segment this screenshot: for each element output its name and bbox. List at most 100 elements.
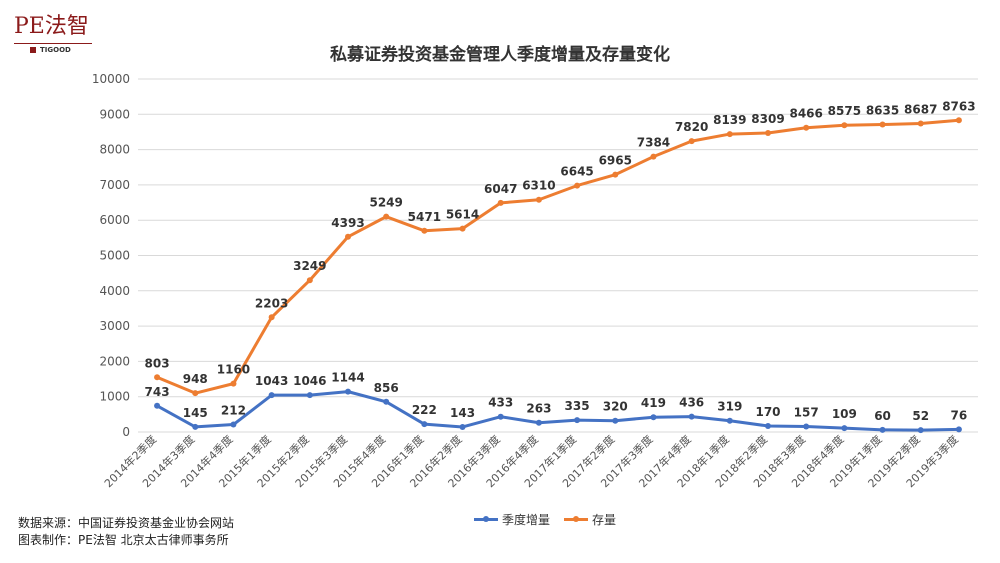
- y-tick-label: 5000: [99, 249, 130, 263]
- data-point: [383, 213, 390, 220]
- data-point: [650, 414, 657, 421]
- data-point: [268, 314, 275, 321]
- data-label: 419: [641, 396, 666, 410]
- logo-divider: [14, 43, 92, 44]
- chart-legend: 季度增量 存量: [474, 511, 616, 528]
- data-label: 52: [912, 409, 929, 423]
- data-label: 6965: [599, 154, 632, 168]
- data-point: [535, 196, 542, 203]
- data-label: 8309: [751, 112, 784, 126]
- data-label: 1160: [217, 363, 250, 377]
- y-tick-label: 10000: [92, 72, 130, 86]
- data-label: 5614: [446, 208, 479, 222]
- data-point: [192, 390, 199, 397]
- data-label: 3249: [293, 259, 326, 273]
- data-label: 212: [221, 404, 246, 418]
- data-label: 143: [450, 406, 475, 420]
- data-point: [765, 130, 771, 137]
- data-point: [879, 121, 886, 128]
- data-label: 263: [526, 402, 551, 416]
- y-tick-label: 9000: [99, 107, 130, 121]
- data-label: 1043: [255, 374, 288, 388]
- data-label: 222: [412, 403, 437, 417]
- logo-subtext: TIGOOD: [40, 46, 71, 54]
- data-point: [383, 398, 390, 405]
- data-label: 157: [794, 405, 819, 419]
- legend-item-increment: 季度增量: [474, 511, 550, 528]
- data-point: [497, 413, 504, 420]
- data-label: 5471: [408, 210, 441, 224]
- data-label: 76: [951, 408, 968, 422]
- data-point: [154, 402, 161, 409]
- legend-label-increment: 季度增量: [502, 513, 551, 527]
- data-point: [345, 388, 351, 395]
- source-note: 数据来源：中国证券投资基金业协会网站 图表制作：PE法智 北京太古律师事务所: [18, 515, 234, 549]
- data-label: 7384: [637, 136, 670, 150]
- data-point: [574, 417, 581, 424]
- data-point: [459, 225, 466, 232]
- data-label: 1144: [331, 371, 364, 385]
- maker-text: 图表制作：PE法智 北京太古律师事务所: [18, 533, 229, 547]
- data-point: [421, 227, 428, 234]
- legend-item-stock: 存量: [564, 511, 616, 528]
- legend-swatch-increment: [474, 516, 498, 522]
- data-label: 8139: [713, 113, 746, 127]
- data-point: [535, 419, 542, 426]
- data-point: [650, 153, 657, 160]
- data-point: [688, 413, 695, 420]
- data-point: [306, 392, 313, 399]
- data-label: 948: [183, 372, 208, 386]
- source-text: 数据来源：中国证券投资基金业协会网站: [18, 516, 235, 530]
- data-label: 8763: [942, 99, 975, 113]
- data-point: [917, 120, 924, 127]
- legend-label-stock: 存量: [592, 513, 617, 527]
- y-tick-label: 3000: [99, 319, 130, 333]
- data-label: 170: [755, 405, 780, 419]
- data-point: [154, 374, 161, 381]
- logo-seal-icon: [30, 47, 36, 53]
- data-point: [306, 277, 313, 284]
- data-label: 7820: [675, 120, 708, 134]
- y-tick-label: 0: [122, 425, 130, 439]
- data-point: [230, 421, 237, 428]
- data-label: 433: [488, 396, 513, 410]
- data-point: [841, 122, 848, 129]
- y-tick-label: 4000: [99, 284, 130, 298]
- data-label: 856: [374, 381, 399, 395]
- data-point: [612, 171, 619, 178]
- y-tick-label: 6000: [99, 213, 130, 227]
- data-point: [345, 233, 351, 240]
- data-label: 5249: [369, 196, 402, 210]
- data-label: 8466: [789, 107, 822, 121]
- data-point: [765, 422, 771, 429]
- data-label: 8575: [828, 104, 861, 118]
- data-label: 4393: [331, 216, 364, 230]
- data-point: [230, 380, 237, 387]
- chart-title: 私募证券投资基金管理人季度增量及存量变化: [330, 45, 670, 65]
- data-label: 319: [717, 400, 742, 414]
- data-point: [955, 426, 962, 433]
- data-point: [459, 423, 466, 430]
- data-label: 436: [679, 396, 704, 410]
- data-point: [497, 199, 504, 206]
- data-label: 743: [145, 385, 170, 399]
- data-point: [192, 423, 199, 430]
- logo-text: PE法智: [14, 14, 89, 39]
- data-label: 6645: [560, 165, 593, 179]
- data-point: [917, 427, 924, 434]
- data-label: 60: [874, 409, 891, 423]
- y-tick-label: 1000: [99, 390, 130, 404]
- data-point: [612, 417, 619, 424]
- data-point: [955, 117, 962, 124]
- data-label: 109: [832, 407, 857, 421]
- data-point: [726, 417, 733, 424]
- series-line: [155, 390, 961, 432]
- brand-logo: PE法智 TIGOOD: [14, 8, 94, 54]
- data-point: [841, 425, 848, 432]
- data-point: [803, 423, 810, 430]
- data-label: 335: [565, 399, 590, 413]
- data-label: 1046: [293, 374, 326, 388]
- data-label: 6047: [484, 182, 517, 196]
- data-label: 145: [183, 406, 208, 420]
